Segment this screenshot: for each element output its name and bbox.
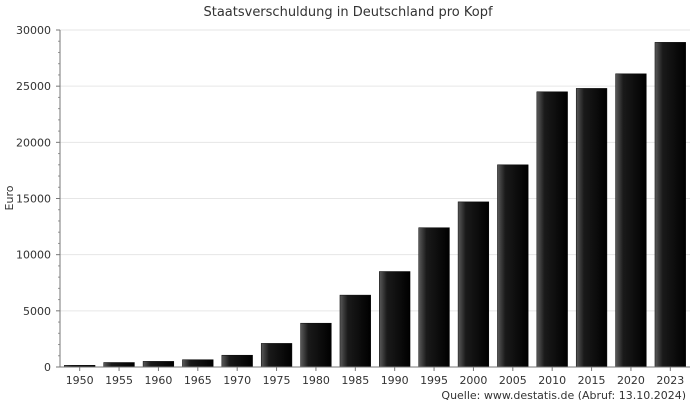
x-tick-label: 1970 <box>223 374 251 387</box>
y-tick-label: 15000 <box>16 193 51 206</box>
bar-1985 <box>339 294 371 368</box>
y-tick-label: 30000 <box>16 24 51 37</box>
bar-2020 <box>615 73 647 368</box>
bar-1975 <box>260 343 293 368</box>
bar-2015 <box>575 88 608 368</box>
x-tick-label: 1975 <box>263 374 291 387</box>
x-axis-ticks: 1950 1955 1960 1965 1970 1975 1980 1985 1990 1995… <box>66 367 684 387</box>
y-tick-label: 20000 <box>16 136 51 149</box>
bar-2023 <box>654 42 686 368</box>
y-tick-label: 0 <box>44 361 51 374</box>
x-tick-label: 2020 <box>617 374 645 387</box>
x-tick-label: 1995 <box>420 374 448 387</box>
x-tick-label: 2005 <box>499 374 527 387</box>
y-axis-ticks: 0 5000 10000 15000 20000 25000 30000 <box>16 24 60 374</box>
x-tick-label: 1965 <box>184 374 212 387</box>
x-tick-label: 2015 <box>578 374 606 387</box>
bar-1990 <box>379 271 411 368</box>
source-note: Quelle: www.destatis.de (Abruf: 13.10.20… <box>441 389 686 400</box>
bar-2010 <box>536 91 568 368</box>
bar-1980 <box>300 322 332 368</box>
y-tick-label: 25000 <box>16 80 51 93</box>
bar-1965 <box>182 359 214 368</box>
x-tick-label: 1985 <box>341 374 369 387</box>
y-tick-label: 5000 <box>23 305 51 318</box>
bar-2005 <box>497 164 529 368</box>
chart-title: Staatsverschuldung in Deutschland pro Ko… <box>203 5 492 20</box>
bar-1995 <box>418 227 450 368</box>
y-axis-label: Euro <box>3 185 16 210</box>
bar-1970 <box>221 354 253 368</box>
x-tick-label: 2000 <box>459 374 487 387</box>
x-tick-label: 1990 <box>381 374 409 387</box>
x-tick-label: 1980 <box>302 374 330 387</box>
bars <box>64 42 686 368</box>
x-tick-label: 2010 <box>538 374 566 387</box>
y-tick-label: 10000 <box>16 249 51 262</box>
bar-1955 <box>103 362 135 368</box>
bar-2000 <box>457 201 490 368</box>
x-tick-label: 1950 <box>66 374 94 387</box>
x-tick-label: 2023 <box>656 374 684 387</box>
bar-1960 <box>142 361 175 368</box>
x-tick-label: 1955 <box>105 374 133 387</box>
x-tick-label: 1960 <box>144 374 172 387</box>
